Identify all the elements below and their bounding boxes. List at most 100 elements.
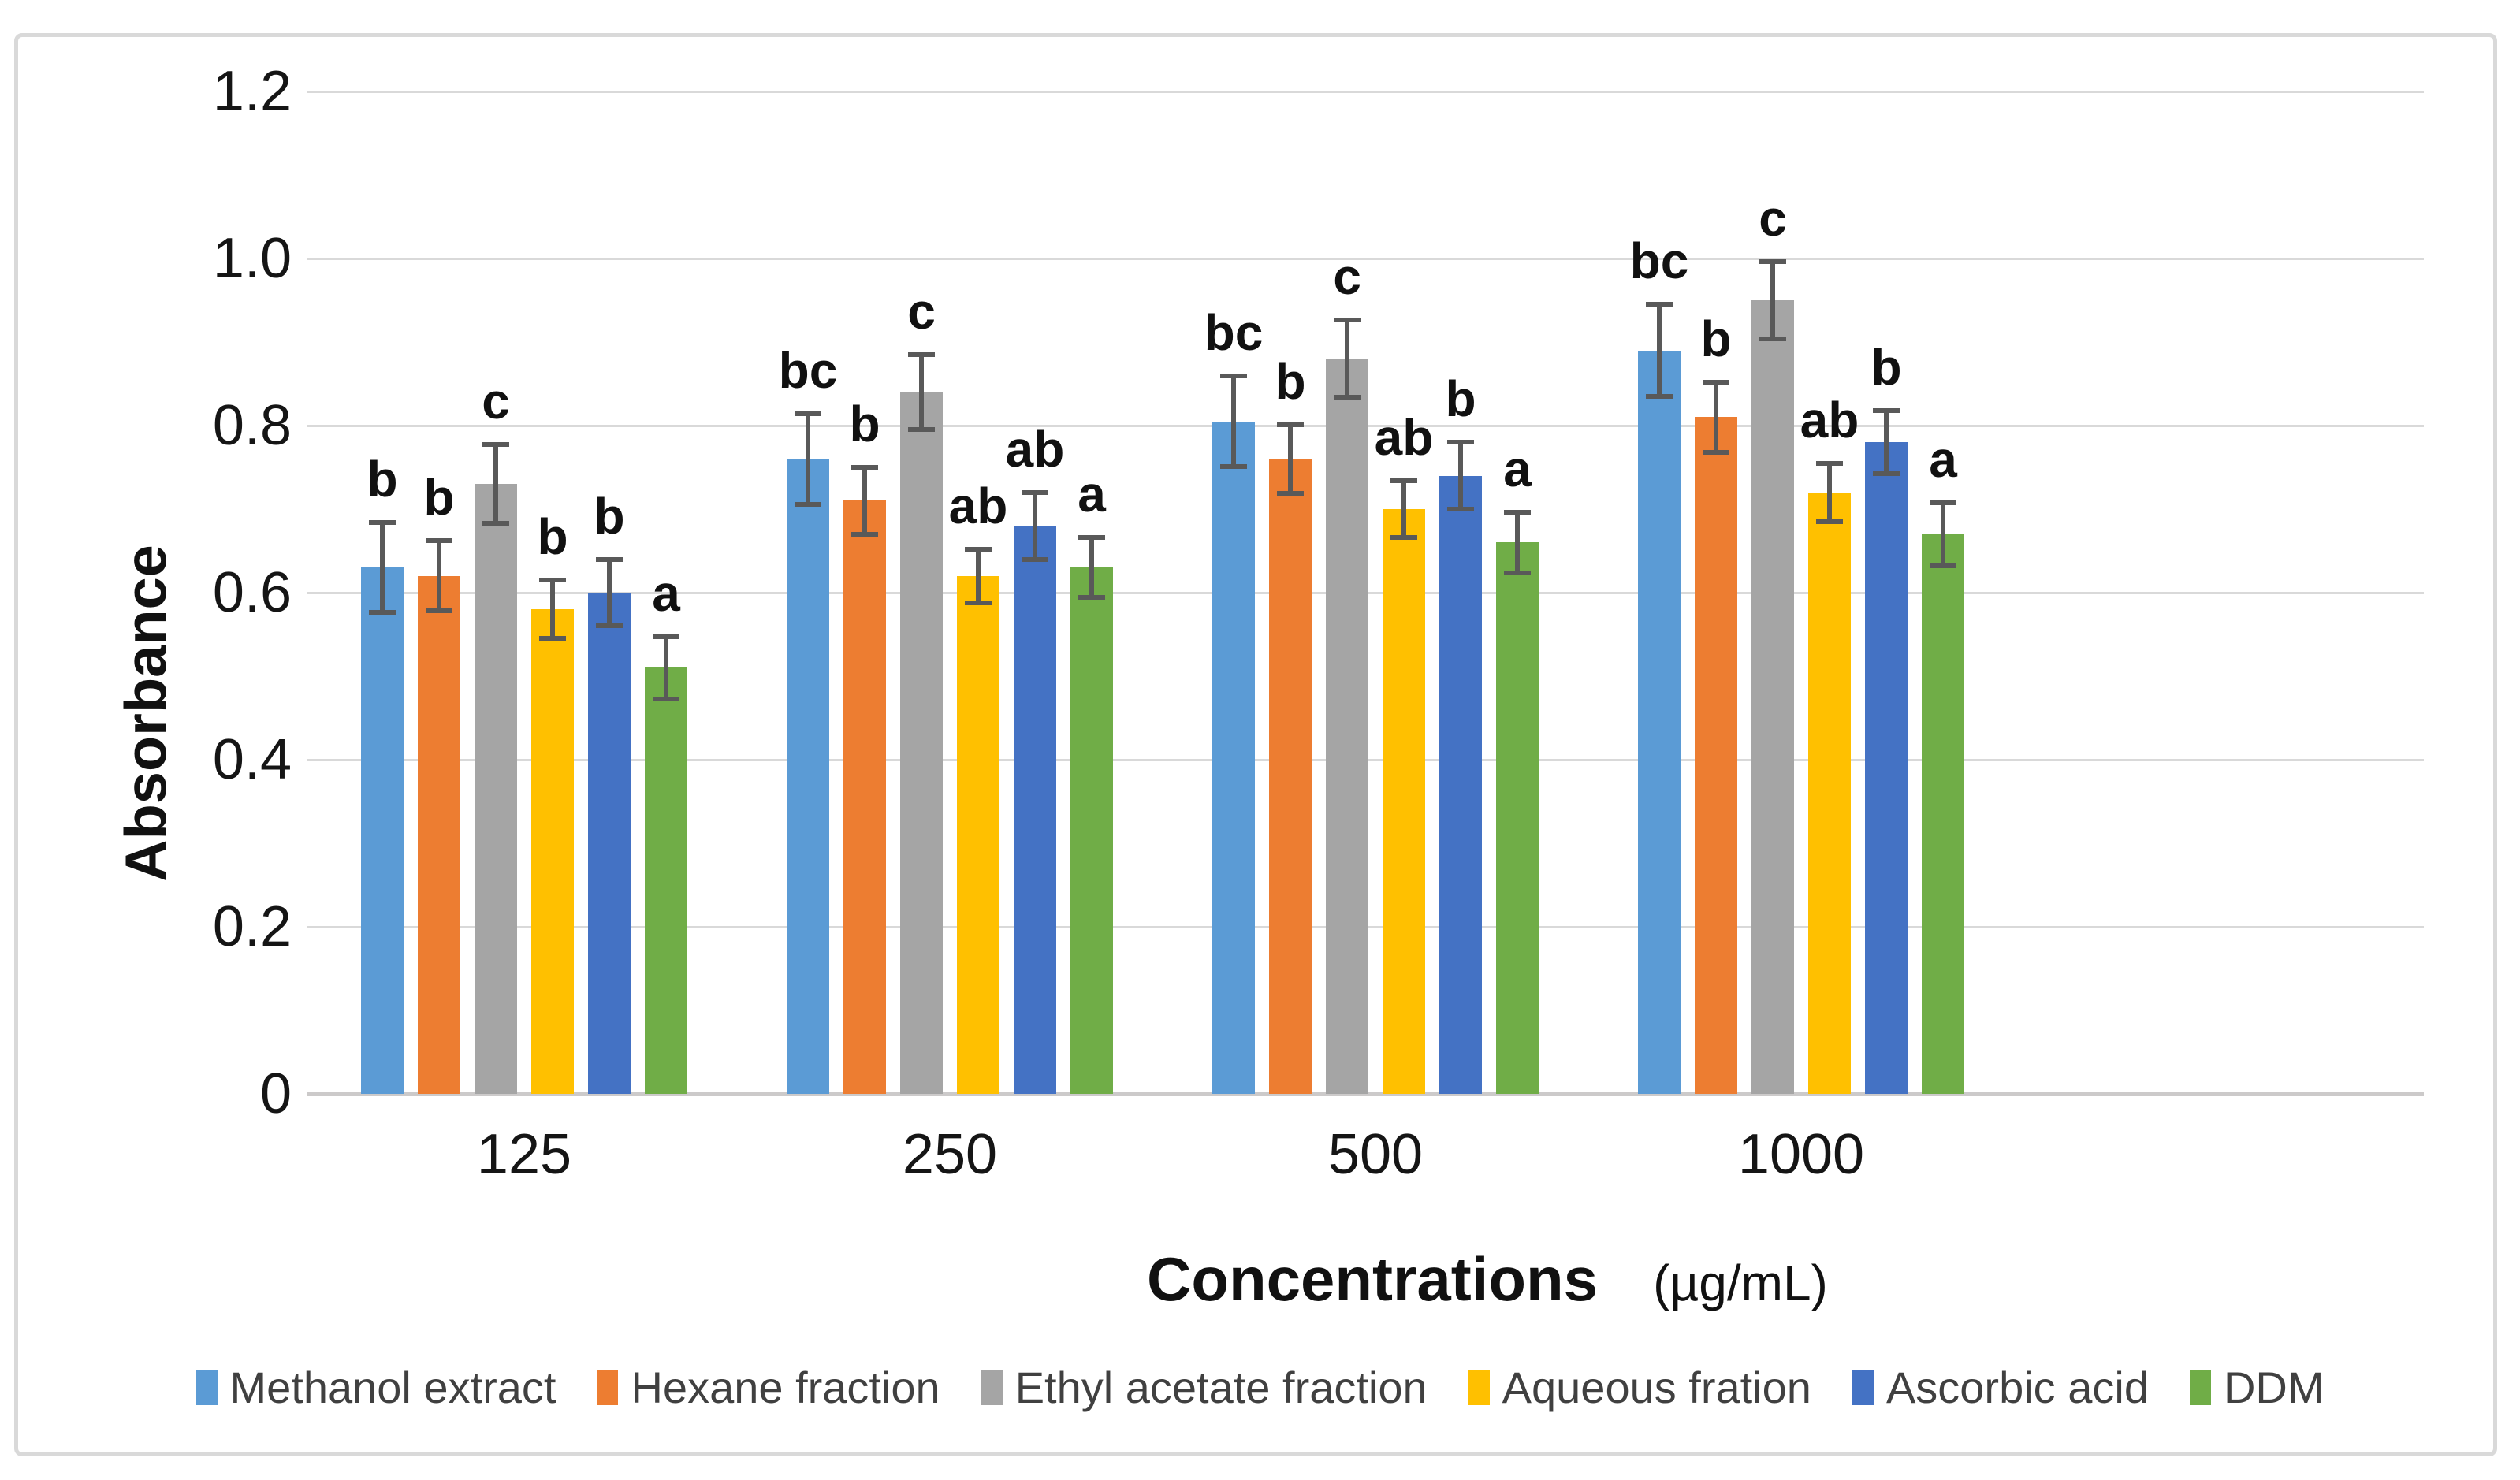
error-bar-cap-top [908, 351, 935, 357]
y-tick-label: 0.4 [212, 728, 292, 791]
error-bar-cap-bottom [1334, 394, 1361, 400]
error-bar-stem [550, 580, 555, 639]
significance-letter: ab [948, 477, 1008, 534]
bar-ddm [1070, 567, 1113, 1094]
error-bar-cap-bottom [1873, 471, 1900, 477]
x-axis-line [307, 1092, 2424, 1096]
bar-aqueous-fration [531, 609, 574, 1094]
error-bar-stem [1288, 424, 1293, 493]
significance-letter: ab [1005, 420, 1065, 478]
significance-letter: bc [1204, 304, 1264, 362]
error-bar-cap-top [539, 578, 566, 583]
error-bar-cap-top [1078, 535, 1105, 541]
error-bar-cap-top [482, 442, 509, 448]
error-bar-cap-bottom [539, 636, 566, 641]
bar-aqueous-fration [1808, 492, 1851, 1094]
legend-item: Ascorbic acid [1852, 1362, 2149, 1413]
error-bar-stem [1714, 381, 1718, 452]
error-bar-stem [1345, 320, 1349, 397]
legend-item: Methanol extract [195, 1362, 556, 1413]
significance-letter: b [1700, 310, 1732, 367]
legend-item: Hexane fraction [597, 1362, 940, 1413]
significance-letter: b [594, 487, 625, 545]
error-bar-cap-top [965, 546, 992, 552]
bar-methanol-extract [1638, 350, 1681, 1094]
error-bar-cap-top [1220, 374, 1247, 379]
error-bar-cap-bottom [369, 610, 396, 615]
significance-letter: b [423, 469, 455, 526]
significance-letter: b [367, 450, 398, 508]
legend-item: Aqueous fration [1468, 1362, 1811, 1413]
error-bar-cap-bottom [1703, 449, 1729, 455]
error-bar-cap-top [1759, 259, 1786, 265]
x-axis-title-text: Concentrations [1147, 1244, 1599, 1314]
y-tick-label: 1.2 [212, 60, 292, 123]
error-bar-cap-bottom [482, 521, 509, 526]
chart-frame-border [14, 33, 2497, 1456]
bar-aqueous-fration [1383, 509, 1425, 1094]
error-bar-cap-bottom [596, 623, 623, 629]
error-bar-cap-top [1390, 478, 1417, 483]
error-bar-cap-bottom [851, 531, 878, 537]
legend-swatch-icon [1852, 1370, 1874, 1405]
error-bar-stem [380, 522, 385, 613]
bar-methanol-extract [787, 459, 829, 1094]
significance-letter: c [482, 373, 510, 430]
error-bar-stem [607, 559, 612, 627]
legend-swatch-icon [597, 1370, 619, 1405]
significance-letter: b [1275, 352, 1306, 410]
x-tick-label: 1000 [1737, 1123, 1865, 1186]
error-bar-cap-bottom [795, 501, 821, 507]
error-bar-cap-bottom [1277, 490, 1304, 496]
significance-letter: c [1759, 190, 1787, 247]
error-bar-cap-top [1930, 500, 1956, 505]
significance-letter: b [849, 396, 880, 452]
error-bar-stem [1458, 442, 1463, 509]
error-bar-cap-top [1447, 440, 1474, 445]
bar-ascorbic-acid [1439, 475, 1482, 1094]
error-bar-stem [664, 637, 668, 699]
error-bar-cap-bottom [1447, 507, 1474, 511]
significance-letter: b [1870, 338, 1902, 396]
significance-letter: a [1078, 466, 1106, 523]
significance-letter: a [652, 565, 680, 623]
error-bar-cap-top [1703, 379, 1729, 385]
error-bar-stem [806, 414, 810, 504]
y-tick-label: 0.2 [212, 895, 292, 958]
bar-ethyl-acetate-fraction [900, 392, 943, 1094]
error-bar-stem [976, 548, 981, 603]
gridline [307, 91, 2424, 93]
bar-ddm [1922, 534, 1964, 1094]
significance-letter: c [907, 282, 936, 340]
significance-letter: b [537, 508, 568, 566]
gridline [307, 258, 2424, 260]
bar-methanol-extract [1212, 421, 1255, 1094]
error-bar-cap-bottom [1390, 535, 1417, 541]
bar-aqueous-fration [957, 575, 999, 1094]
error-bar-stem [1401, 480, 1406, 538]
error-bar-stem [1231, 376, 1236, 467]
error-bar-stem [1770, 262, 1775, 339]
error-bar-cap-top [1646, 302, 1673, 307]
y-tick-label: 0.8 [212, 394, 292, 457]
significance-letter: a [1929, 430, 1957, 488]
x-axis-title: Concentrations (µg/mL) [1147, 1244, 1828, 1315]
error-bar-stem [493, 444, 498, 523]
x-tick-label: 125 [476, 1123, 572, 1186]
error-bar-cap-top [795, 411, 821, 417]
error-bar-cap-top [653, 634, 679, 640]
y-tick-label: 0.6 [212, 561, 292, 624]
significance-letter: b [1445, 370, 1476, 428]
legend: Methanol extract Hexane fraction Ethyl ace… [0, 1362, 2520, 1413]
error-bar-cap-top [1334, 318, 1361, 323]
x-tick-label: 250 [902, 1123, 998, 1186]
significance-letter: a [1503, 441, 1532, 498]
significance-letter: ab [1374, 408, 1434, 466]
legend-swatch-icon [2189, 1370, 2211, 1405]
bar-hexane-fraction [1695, 417, 1737, 1094]
bar-ethyl-acetate-fraction [1326, 359, 1368, 1094]
bar-hexane-fraction [843, 500, 886, 1094]
error-bar-cap-bottom [1078, 595, 1105, 601]
error-bar-cap-bottom [426, 608, 452, 614]
legend-label: DDM [2223, 1363, 2325, 1412]
